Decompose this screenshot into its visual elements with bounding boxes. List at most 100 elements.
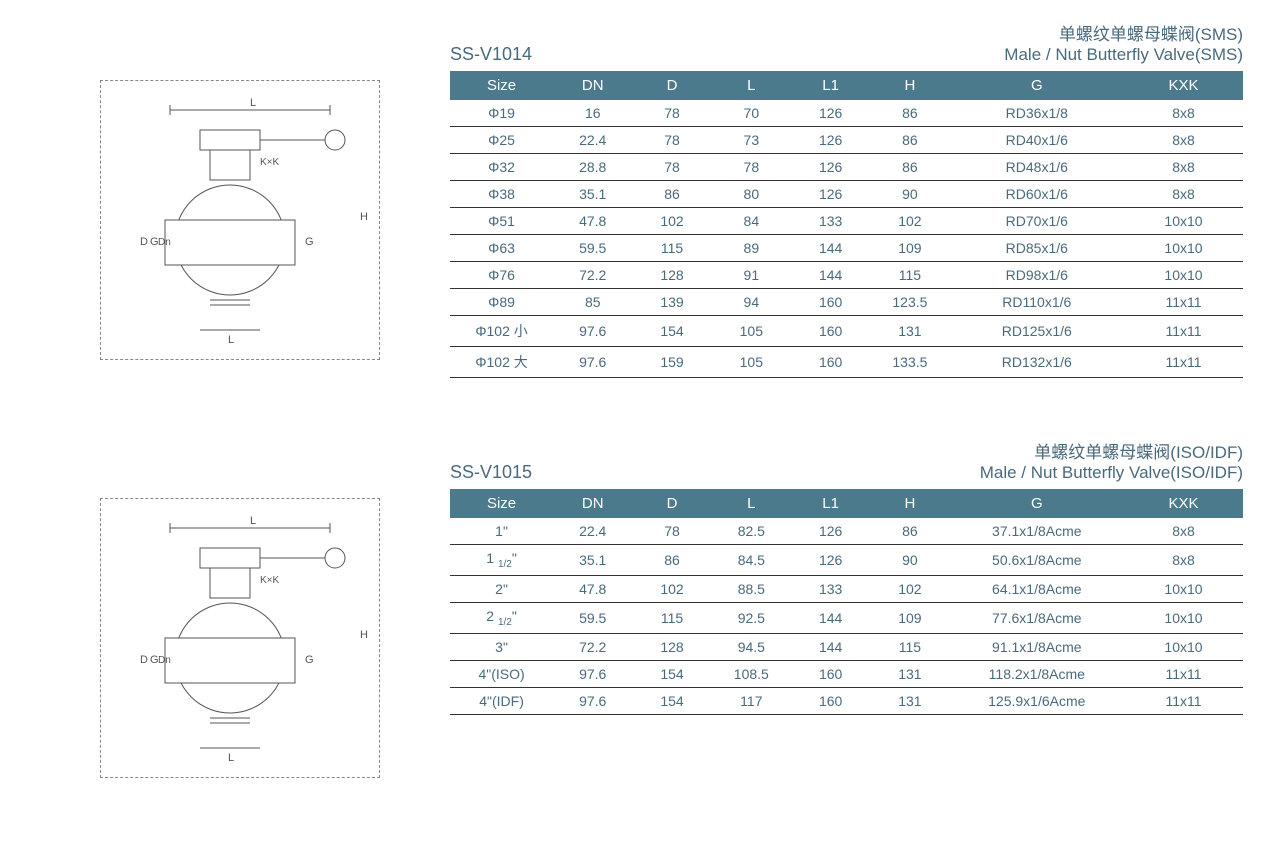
table-cell: 117 — [712, 687, 791, 714]
table-header-row: Size DN D L L1 H G KXK — [450, 489, 1243, 518]
svg-text:L: L — [228, 334, 234, 346]
table-cell: 94 — [712, 289, 791, 316]
table-cell: Φ51 — [450, 208, 553, 235]
table-row: Φ3228.8787812686RD48x1/68x8 — [450, 154, 1243, 181]
title-block-2: 单螺纹单螺母蝶阀(ISO/IDF) Male / Nut Butterfly V… — [980, 438, 1243, 483]
table-row: 2"47.810288.513310264.1x1/8Acme10x10 — [450, 575, 1243, 602]
table-cell: Φ32 — [450, 154, 553, 181]
th-d: D — [632, 489, 711, 518]
table-cell: RD70x1/6 — [950, 208, 1124, 235]
table-cell: Φ89 — [450, 289, 553, 316]
table-cell: 8x8 — [1124, 181, 1243, 208]
table-cell: 97.6 — [553, 660, 632, 687]
valve-diagram-icon: L K×K H D G Dn G L — [110, 508, 370, 768]
table-cell: 73 — [712, 127, 791, 154]
table-cell: 10x10 — [1124, 633, 1243, 660]
th-dn: DN — [553, 71, 632, 100]
table-cell: 11x11 — [1124, 316, 1243, 347]
table-cell: 108.5 — [712, 660, 791, 687]
table-cell: 133 — [791, 575, 870, 602]
table-cell: 125.9x1/6Acme — [950, 687, 1124, 714]
th-g: G — [950, 489, 1124, 518]
table-cell: 109 — [870, 602, 949, 633]
title-block-1: 单螺纹单螺母蝶阀(SMS) Male / Nut Butterfly Valve… — [1004, 20, 1243, 65]
model-code-1: SS-V1014 — [450, 44, 532, 65]
table-cell: Φ63 — [450, 235, 553, 262]
table-cell: RD125x1/6 — [950, 316, 1124, 347]
table-cell: 8x8 — [1124, 154, 1243, 181]
table-cell: RD36x1/8 — [950, 100, 1124, 127]
table-cell: 8x8 — [1124, 545, 1243, 576]
table-cell: 59.5 — [553, 235, 632, 262]
table-cell: 16 — [553, 100, 632, 127]
table-row: 1 1/2"35.18684.51269050.6x1/8Acme8x8 — [450, 545, 1243, 576]
table-cell: 86 — [632, 545, 711, 576]
table-row: Φ102 大97.6159105160133.5RD132x1/611x11 — [450, 347, 1243, 378]
svg-text:G: G — [305, 654, 314, 666]
section-ssv1015: L K×K H D G Dn G L SS-V1015 单螺纹单螺母蝶阀(ISO… — [30, 438, 1253, 778]
table-cell: 160 — [791, 660, 870, 687]
table-cell: 78 — [632, 127, 711, 154]
svg-text:K×K: K×K — [260, 575, 280, 586]
table-cell: 115 — [870, 633, 949, 660]
table-cell: 144 — [791, 633, 870, 660]
header-row-1: SS-V1014 单螺纹单螺母蝶阀(SMS) Male / Nut Butter… — [450, 20, 1243, 65]
table-cell: 10x10 — [1124, 575, 1243, 602]
table-cell: 11x11 — [1124, 687, 1243, 714]
table-cell: 105 — [712, 316, 791, 347]
valve-diagram-icon: L K×K H D G Dn G L — [110, 90, 370, 350]
table-cell: 126 — [791, 127, 870, 154]
table-row: Φ1916787012686RD36x1/88x8 — [450, 100, 1243, 127]
table-cell: 86 — [870, 518, 949, 545]
table-row: Φ6359.511589144109RD85x1/610x10 — [450, 235, 1243, 262]
table-cell: 154 — [632, 660, 711, 687]
table-cell: RD110x1/6 — [950, 289, 1124, 316]
table-cell: 90 — [870, 545, 949, 576]
table-cell: 97.6 — [553, 687, 632, 714]
table-row: 3"72.212894.514411591.1x1/8Acme10x10 — [450, 633, 1243, 660]
table-cell: 115 — [632, 235, 711, 262]
table-cell: 80 — [712, 181, 791, 208]
spec-table-2: Size DN D L L1 H G KXK 1"22.47882.512686… — [450, 489, 1243, 715]
table-cell: Φ25 — [450, 127, 553, 154]
table-cell: 50.6x1/8Acme — [950, 545, 1124, 576]
table-row: Φ7672.212891144115RD98x1/610x10 — [450, 262, 1243, 289]
table-cell: 160 — [791, 687, 870, 714]
table-cell: 128 — [632, 262, 711, 289]
table-cell: 35.1 — [553, 181, 632, 208]
table-cell: 126 — [791, 545, 870, 576]
table-body-2: 1"22.47882.51268637.1x1/8Acme8x81 1/2"35… — [450, 518, 1243, 714]
table-cell: 123.5 — [870, 289, 949, 316]
table-cell: 10x10 — [1124, 208, 1243, 235]
header-row-2: SS-V1015 单螺纹单螺母蝶阀(ISO/IDF) Male / Nut Bu… — [450, 438, 1243, 483]
table-cell: RD40x1/6 — [950, 127, 1124, 154]
title-cn-2: 单螺纹单螺母蝶阀(ISO/IDF) — [980, 438, 1243, 463]
table-cell: 47.8 — [553, 208, 632, 235]
table-cell: 11x11 — [1124, 347, 1243, 378]
table-row: Φ3835.1868012690RD60x1/68x8 — [450, 181, 1243, 208]
table-cell: 133.5 — [870, 347, 949, 378]
th-l1: L1 — [791, 489, 870, 518]
model-code-2: SS-V1015 — [450, 462, 532, 483]
th-g: G — [950, 71, 1124, 100]
table-column-1: SS-V1014 单螺纹单螺母蝶阀(SMS) Male / Nut Butter… — [450, 20, 1253, 378]
table-cell: 22.4 — [553, 127, 632, 154]
table-cell: 84 — [712, 208, 791, 235]
table-cell: 77.6x1/8Acme — [950, 602, 1124, 633]
table-cell: 4"(IDF) — [450, 687, 553, 714]
table-cell: 154 — [632, 687, 711, 714]
table-cell: 1" — [450, 518, 553, 545]
table-cell: 8x8 — [1124, 100, 1243, 127]
table-cell: 64.1x1/8Acme — [950, 575, 1124, 602]
svg-text:L: L — [250, 515, 256, 527]
technical-drawing-2: L K×K H D G Dn G L — [100, 498, 380, 778]
table-cell: 85 — [553, 289, 632, 316]
th-h: H — [870, 71, 949, 100]
table-cell: 126 — [791, 100, 870, 127]
table-cell: 70 — [712, 100, 791, 127]
table-cell: RD60x1/6 — [950, 181, 1124, 208]
table-row: 4"(ISO)97.6154108.5160131118.2x1/8Acme11… — [450, 660, 1243, 687]
table-cell: 102 — [632, 575, 711, 602]
table-cell: 102 — [632, 208, 711, 235]
table-cell: RD85x1/6 — [950, 235, 1124, 262]
